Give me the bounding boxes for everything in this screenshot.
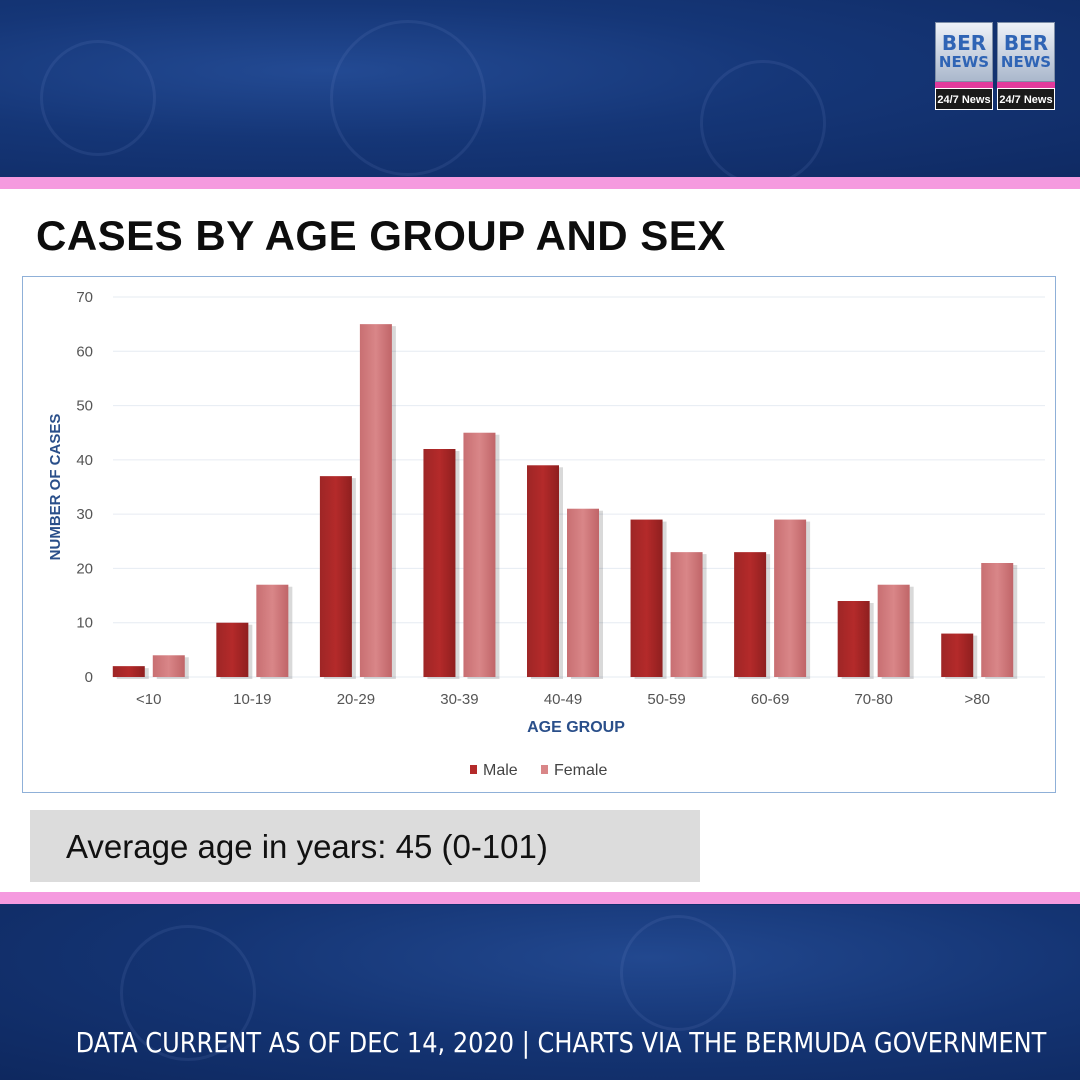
logo-ber: BER [1003,31,1049,55]
legend-swatch [541,765,548,774]
logo-tag: 24/7 News [997,88,1055,110]
male-bar [527,465,559,677]
header-background [0,0,1080,186]
y-tick-label: 70 [76,289,93,306]
y-tick-label: 50 [76,398,93,415]
y-tick-label: 30 [76,506,93,523]
y-tick-label: 60 [76,343,93,360]
x-tick-label: >80 [964,691,989,708]
female-bar [670,552,703,677]
pink-divider-bottom [0,892,1080,904]
virus-decoration-icon [330,20,486,176]
chart-title: CASES BY AGE GROUP AND SEX [36,212,726,259]
x-tick-label: 60-69 [751,691,789,708]
y-tick-label: 0 [85,669,93,686]
virus-decoration-icon [40,40,156,156]
x-tick-label: 20-29 [337,691,375,708]
male-bar [216,622,249,677]
male-bar [112,666,145,677]
male-bar [319,476,352,677]
y-tick-label: 20 [76,560,93,577]
male-bar [630,519,663,677]
logo-news: NEWS [1000,53,1052,71]
y-axis-label: NUMBER OF CASES [47,414,64,561]
female-bar [774,519,807,677]
logo-news: NEWS [938,53,990,71]
female-bar [981,563,1014,677]
y-tick-label: 10 [76,615,93,632]
logo-block: BER NEWS 24/7 News [935,22,993,114]
x-tick-label: <10 [136,691,161,708]
male-bar [423,449,456,677]
footer-background [0,905,1080,1080]
x-tick-label: 50-59 [647,691,685,708]
female-bar [359,324,392,677]
virus-decoration-icon [700,60,826,186]
x-tick-label: 40-49 [544,691,582,708]
legend-label: Male [483,762,518,779]
female-bar [567,508,599,677]
legend-swatch [470,765,477,774]
virus-decoration-icon [620,915,736,1031]
x-tick-label: 30-39 [440,691,478,708]
x-tick-label: 10-19 [233,691,271,708]
chart-frame: 0 10 20 30 40 50 60 70 <10 10-19 20-29 30-39 40-49 50… [22,276,1056,793]
female-bar [877,584,910,677]
male-bar [837,601,870,677]
logo-ber: BER [941,31,987,55]
male-bar [734,552,767,677]
logo-block: BER NEWS 24/7 News [997,22,1055,114]
legend-label: Female [554,762,607,779]
y-tick-label: 40 [76,452,93,469]
virus-decoration-icon [120,925,256,1061]
logo-tag: 24/7 News [935,88,993,110]
bernews-logo: BER NEWS 24/7 News BER NEWS 24/7 News [935,22,1055,114]
pink-divider-top [0,177,1080,189]
x-tick-label: 70-80 [854,691,892,708]
average-age-box: Average age in years: 45 (0-101) [30,810,700,882]
x-axis-label: AGE GROUP [527,719,625,736]
footer-credit: DATA CURRENT AS OF DEC 14, 2020 | CHARTS… [75,1026,1047,1059]
female-bar [256,584,289,677]
bar-chart: 0 10 20 30 40 50 60 70 <10 10-19 20-29 30-39 40-49 50… [47,289,1045,779]
average-age-text: Average age in years: 45 (0-101) [66,828,548,865]
female-bar [152,655,185,677]
female-bar [463,432,496,677]
male-bar [941,633,974,677]
